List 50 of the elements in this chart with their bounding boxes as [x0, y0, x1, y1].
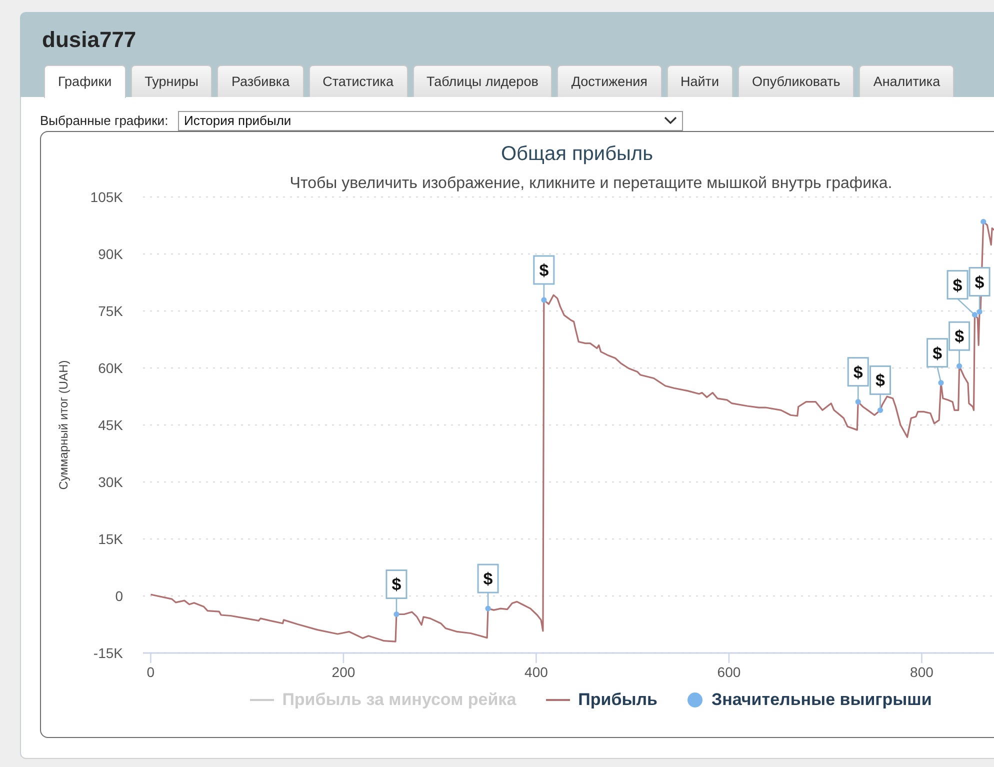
y-tick-label: -15K [93, 644, 124, 661]
x-tick-label: 200 [332, 664, 356, 680]
text: dusia777 [42, 27, 136, 53]
chart-title: Общая прибыль [500, 143, 654, 166]
text: Разбивка [217, 65, 304, 97]
data-label: $ [539, 260, 550, 280]
y-tick-label: 45K [98, 416, 124, 433]
point [976, 308, 982, 315]
data-label: $ [954, 327, 965, 346]
data-label: $ [932, 344, 943, 363]
point [972, 312, 978, 318]
chart-subtitle: Чтобы увеличить изображение, кликните и перетащите мышкой внутрь графика. [288, 175, 894, 193]
y-tick-label: 0 [115, 588, 124, 604]
legend-label: Значительные выигрыши [711, 690, 932, 710]
text: История прибыли [178, 111, 683, 131]
text: Статистика [308, 65, 408, 97]
y-tick-label: 90K [98, 246, 124, 262]
text: Достижения [557, 65, 662, 97]
text: Аналитика [859, 65, 954, 97]
legend-label: Прибыль [578, 690, 658, 710]
y-tick-label: 30K [98, 474, 124, 490]
data-label: $ [876, 371, 886, 390]
x-tick-label: 600 [717, 664, 741, 680]
text: Опубликовать [738, 65, 854, 97]
y-tick-label: 15K [98, 530, 124, 547]
data-label: $ [853, 362, 864, 382]
point [541, 297, 547, 303]
y-axis-title: Суммарный итог (UAH) [56, 360, 70, 490]
data-label: $ [483, 570, 494, 589]
point [394, 611, 400, 618]
y-tick-label: 75K [98, 302, 124, 319]
y-tick-label: 60K [98, 360, 124, 376]
data-label: $ [952, 276, 963, 295]
text: Найти [666, 65, 734, 97]
point [877, 407, 884, 413]
point [938, 380, 944, 386]
data-label: $ [974, 272, 985, 292]
text: Графики [44, 65, 126, 98]
text: Турниры [130, 65, 212, 97]
x-tick-label: 800 [910, 664, 934, 680]
x-tick-label: 400 [524, 664, 548, 680]
point [855, 399, 861, 405]
text: Выбранные графики: [40, 113, 168, 128]
point [956, 363, 962, 369]
text: Таблицы лидеров [412, 65, 552, 97]
point [485, 606, 491, 612]
y-tick-label: 105K [90, 188, 124, 205]
data-label: $ [392, 575, 402, 594]
point [980, 218, 986, 224]
x-tick-label: 0 [146, 664, 155, 680]
